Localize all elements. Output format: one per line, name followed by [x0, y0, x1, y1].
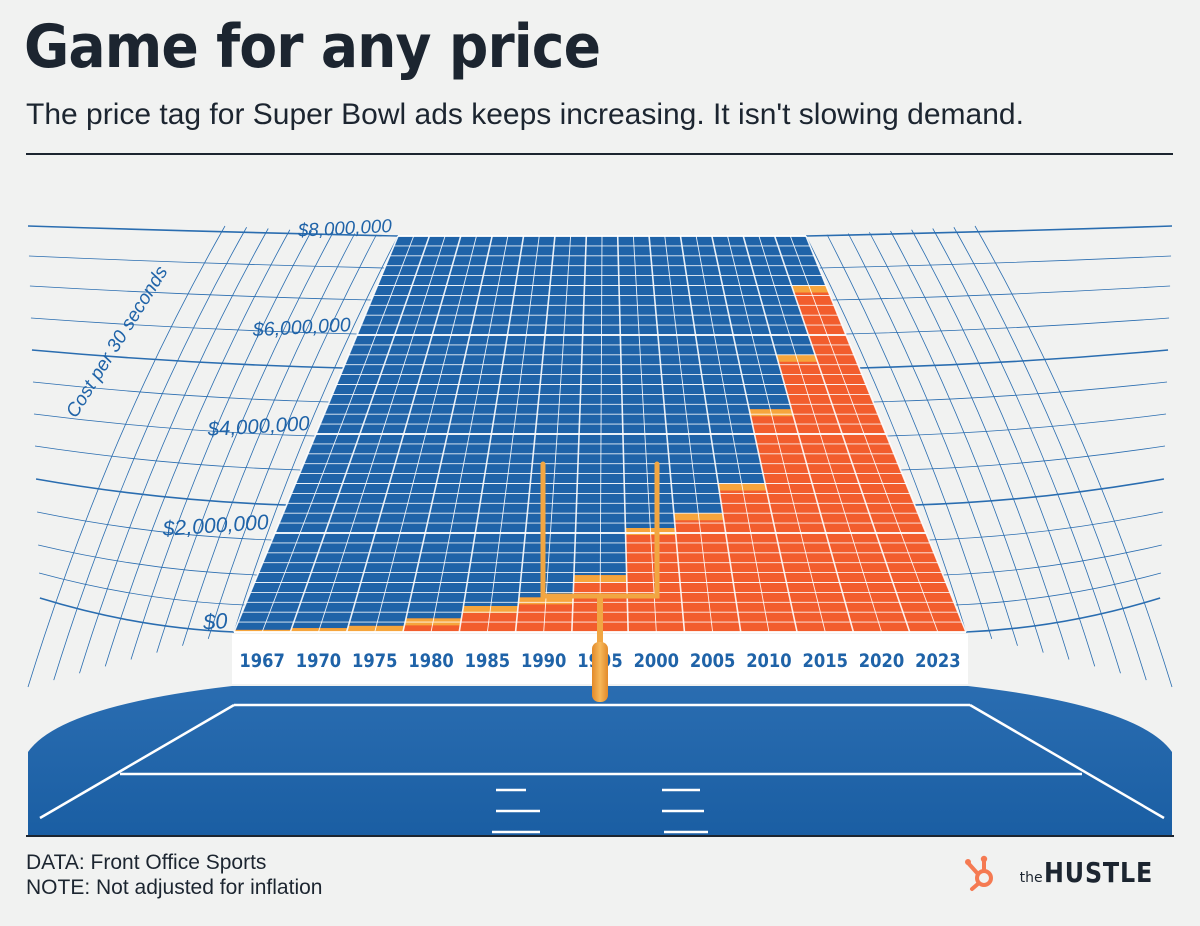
x-tick-label: 1975	[352, 651, 397, 672]
x-axis: 1967197019751980198519901995200020052010…	[239, 651, 960, 672]
y-tick-label: $2,000,000	[161, 511, 270, 541]
page-subtitle: The price tag for Super Bowl ads keeps i…	[26, 98, 1024, 131]
x-tick-label: 2005	[690, 651, 735, 672]
stadium-side-grid	[27, 225, 1173, 688]
chart-gridlines	[233, 235, 967, 633]
goalpost	[540, 461, 660, 702]
x-tick-label: 1967	[239, 651, 284, 672]
field-lines	[39, 703, 1165, 834]
x-tick-label: 1970	[296, 651, 341, 672]
brand-wordmark: the HUSTLE	[1020, 856, 1172, 889]
y-tick-label: $4,000,000	[206, 413, 311, 441]
page-title: Game for any price	[24, 12, 601, 82]
brand-logo: the HUSTLE	[964, 852, 1172, 892]
data-source: DATA: Front Office Sports	[26, 851, 267, 874]
x-tick-label: 1985	[465, 651, 510, 672]
y-tick-label: $0	[201, 608, 229, 635]
hubspot-sprocket-icon	[964, 855, 993, 891]
x-tick-label: 2020	[859, 651, 904, 672]
header-divider	[26, 153, 1173, 155]
x-tick-label: 1990	[521, 651, 566, 672]
x-tick-label: 2010	[746, 651, 791, 672]
x-tick-label: 2000	[634, 651, 679, 672]
footnote: NOTE: Not adjusted for inflation	[26, 876, 323, 899]
y-tick-label: $6,000,000	[251, 314, 351, 341]
x-tick-label: 2023	[915, 651, 960, 672]
brand-prefix: the	[1019, 869, 1043, 886]
y-tick-label: $8,000,000	[296, 215, 392, 241]
y-axis-title: Cost per 30 seconds	[62, 262, 172, 421]
football-field	[28, 686, 1172, 836]
x-tick-label: 1980	[408, 651, 453, 672]
x-tick-label: 2015	[803, 651, 848, 672]
brand-name: HUSTLE	[1043, 855, 1153, 889]
y-axis: $0 $2,000,000 $4,000,000 $6,000,000 $8,000,0…	[161, 215, 393, 635]
